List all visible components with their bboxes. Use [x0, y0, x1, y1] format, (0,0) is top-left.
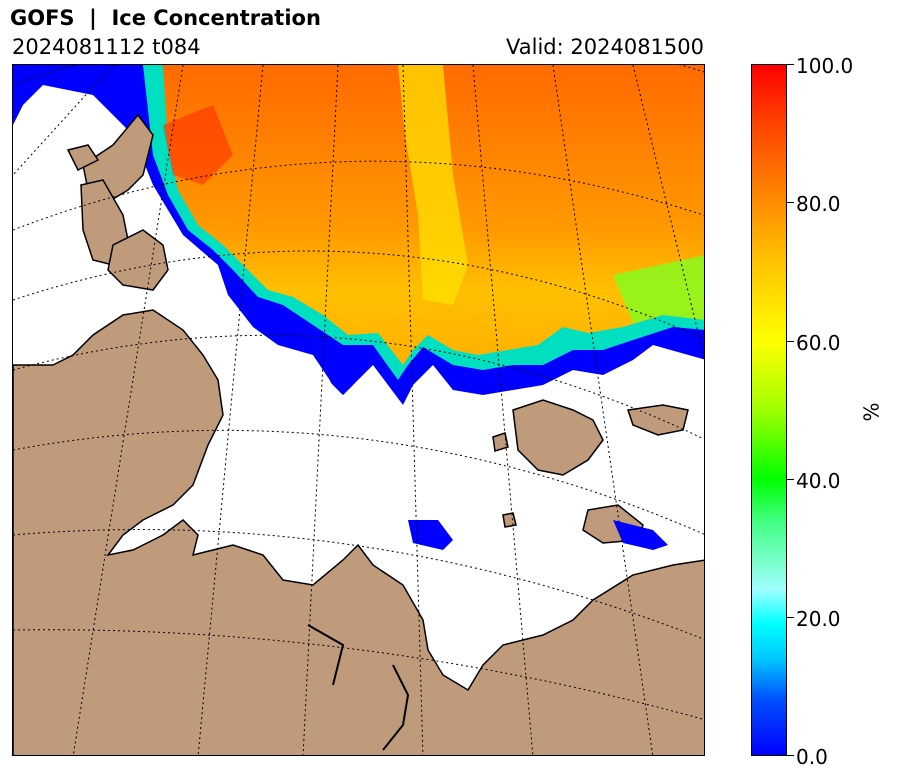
land-island-east-1 — [512, 399, 604, 476]
ice-edge-blue-lobe — [323, 365, 353, 395]
colorbar-tick-label: 60.0 — [796, 331, 841, 355]
colorbar-tick — [787, 479, 794, 480]
colorbar-tick — [787, 617, 794, 618]
ice-green-patch — [613, 255, 704, 323]
land-island-west-4 — [66, 144, 100, 172]
colorbar-tick-label: 20.0 — [796, 607, 841, 631]
run-label: 2024081112 t084 — [12, 35, 201, 59]
colorbar-tick — [787, 341, 794, 342]
land-island-small-2 — [502, 512, 517, 528]
colorbar — [751, 64, 787, 756]
map-panel — [12, 64, 705, 756]
land-mainland — [13, 309, 704, 755]
ice-yellow-band — [398, 65, 468, 305]
colorbar-tick — [787, 64, 794, 65]
ice-floe-2 — [613, 520, 668, 550]
land-island-small-1 — [492, 432, 509, 452]
colorbar-tick-label: 40.0 — [796, 469, 841, 493]
chart-title: GOFS | Ice Concentration — [10, 6, 321, 30]
colorbar-tick-label: 80.0 — [796, 192, 841, 216]
ice-floe-1 — [408, 520, 453, 550]
colorbar-unit-label: % — [859, 402, 884, 422]
colorbar-tick-label: 0.0 — [796, 745, 828, 769]
graticule — [13, 65, 704, 755]
colorbar-tick — [787, 755, 794, 756]
valid-time-label: Valid: 2024081500 — [506, 35, 704, 59]
colorbar-tick — [787, 202, 794, 203]
colorbar-tick-label: 100.0 — [796, 54, 854, 78]
land-island-west-3 — [107, 229, 169, 291]
ice-red-patch — [163, 105, 233, 185]
rivers — [307, 624, 410, 751]
map-canvas — [13, 65, 704, 755]
land-island-east-2 — [627, 404, 689, 436]
